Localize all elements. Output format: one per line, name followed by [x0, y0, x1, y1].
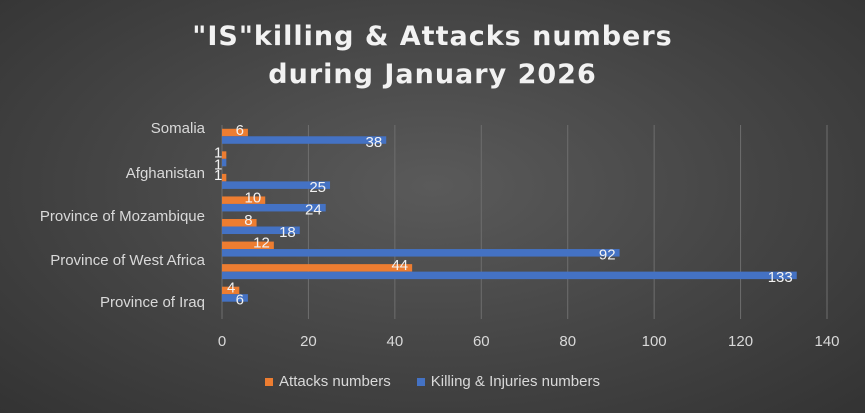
- y-category-label: Province of West Africa: [50, 252, 205, 269]
- x-tick-label: 100: [642, 333, 667, 350]
- bar-attacks: [222, 151, 227, 159]
- legend-swatch-killing: [416, 377, 425, 386]
- bar-attacks: [222, 173, 227, 182]
- data-label-killing: 92: [599, 247, 616, 264]
- data-label-attacks: 6: [236, 122, 244, 139]
- bar-attacks: [222, 128, 248, 137]
- x-tick-label: 120: [728, 333, 753, 350]
- x-tick-label: 20: [300, 333, 317, 350]
- x-tick-label: 60: [473, 333, 490, 350]
- bar-killing: [222, 249, 620, 257]
- chart-title-line-2: during January 2026: [268, 59, 597, 90]
- x-tick-label: 80: [559, 333, 576, 350]
- data-label-killing: 38: [366, 134, 383, 151]
- data-label-killing: 18: [279, 224, 296, 241]
- legend: Attacks numbers Killing & Injuries numbe…: [0, 373, 865, 390]
- data-label-killing: 133: [768, 269, 793, 286]
- y-category-label: Province of Mozambique: [40, 208, 205, 225]
- y-category-label: Province of Iraq: [100, 294, 205, 311]
- legend-label-attacks: Attacks numbers: [279, 373, 391, 390]
- bar-killing: [222, 203, 326, 212]
- data-label-killing: 24: [305, 201, 322, 218]
- x-tick-label: 40: [387, 333, 404, 350]
- data-label-killing: 6: [236, 292, 244, 309]
- chart-title: "IS"killing & Attacks numbers during Jan…: [0, 18, 865, 94]
- bar-attacks: [222, 286, 240, 295]
- y-category-label: Afghanistan: [126, 165, 205, 182]
- bar-killing: [222, 294, 248, 302]
- data-label-attacks: 8: [244, 212, 252, 229]
- chart-title-line-1: "IS"killing & Attacks numbers: [192, 21, 673, 52]
- bar-killing: [222, 158, 227, 167]
- bar-attacks: [222, 219, 257, 227]
- data-label-attacks: 44: [391, 257, 408, 274]
- bar-killing: [222, 181, 331, 189]
- legend-item-killing[interactable]: Killing & Injuries numbers: [416, 373, 600, 390]
- x-tick-label: 140: [814, 333, 839, 350]
- bar-killing: [222, 226, 300, 235]
- bar-killing: [222, 136, 387, 144]
- data-label-killing: 25: [309, 179, 326, 196]
- data-label-attacks: 1: [214, 144, 222, 161]
- y-category-label: Somalia: [151, 120, 206, 137]
- bar-attacks: [222, 264, 413, 272]
- legend-label-killing: Killing & Injuries numbers: [430, 373, 600, 390]
- data-label-attacks: 1: [214, 167, 222, 184]
- x-tick-label: 0: [218, 333, 226, 350]
- data-label-attacks: 12: [253, 235, 270, 252]
- data-label-attacks: 10: [245, 189, 262, 206]
- data-label-attacks: 4: [227, 280, 235, 297]
- legend-item-attacks[interactable]: Attacks numbers: [265, 373, 391, 390]
- bar-attacks: [222, 241, 274, 250]
- legend-swatch-attacks: [265, 377, 274, 386]
- bar-attacks: [222, 196, 266, 204]
- bar-killing: [222, 271, 797, 280]
- data-label-killing: 1: [214, 156, 222, 173]
